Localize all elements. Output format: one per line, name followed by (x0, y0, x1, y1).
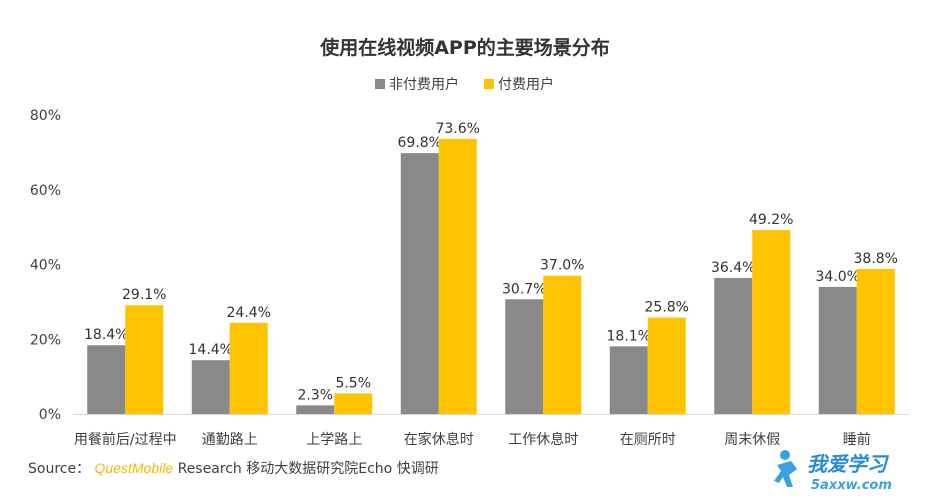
x-category-label: 在家休息时 (404, 431, 474, 448)
data-label: 18.1% (607, 328, 651, 344)
watermark-logo: 我爱学习 5axxw.com (774, 450, 892, 493)
data-label: 49.2% (749, 212, 793, 228)
data-label: 29.1% (122, 287, 166, 303)
data-label: 38.8% (854, 251, 898, 267)
data-label: 30.7% (502, 281, 546, 297)
y-tick-label: 60% (30, 183, 61, 199)
bar-nonpaying (400, 153, 439, 414)
y-tick-label: 0% (39, 407, 61, 423)
data-label: 34.0% (816, 269, 860, 285)
data-label: 18.4% (84, 327, 128, 343)
runner-icon (774, 450, 797, 487)
chart-title: 使用在线视频APP的主要场景分布 (319, 36, 610, 59)
bar-paying (856, 268, 895, 414)
watermark-domain: 5axxw.com (811, 478, 892, 493)
data-label: 25.8% (645, 300, 689, 316)
bar-nonpaying (609, 346, 648, 414)
bars: 18.4% 29.1% 14.4% 24.4% 2.3%5.5% 69.8%73.6% 30… (84, 121, 898, 415)
source-suffix: Research 移动大数据研究院Echo 快调研 (173, 461, 439, 477)
data-label: 14.4% (189, 342, 233, 358)
bar-nonpaying (818, 286, 857, 414)
bar-paying (334, 393, 373, 414)
x-category-label: 睡前 (843, 431, 871, 448)
y-tick-label: 40% (30, 258, 61, 274)
x-axis: 用餐前后/过程中 通勤路上 上学路上 在家休息时 工作休息时 在厕所时 周末休假 睡前 (73, 414, 909, 448)
source-brand: QuestMobile (94, 460, 174, 476)
data-label: 24.4% (227, 305, 271, 321)
bar-paying (752, 230, 791, 414)
legend-label-1: 非付费用户 (389, 76, 459, 93)
y-tick-label: 80% (30, 108, 61, 124)
x-category-label: 上学路上 (306, 432, 362, 448)
bar-nonpaying (505, 299, 544, 414)
data-label: 5.5% (335, 375, 371, 391)
x-category-label: 在厕所时 (620, 432, 676, 448)
y-axis: 0% 20% 40% 60% 80% (30, 108, 61, 423)
legend-swatch-1 (375, 79, 385, 89)
bar-paying (438, 138, 477, 415)
data-label: 2.3% (297, 387, 333, 403)
bar-nonpaying (191, 360, 230, 414)
bar-paying (543, 275, 582, 414)
bar-nonpaying (87, 345, 126, 414)
data-label: 73.6% (436, 121, 480, 137)
bar-paying (125, 305, 164, 414)
data-label: 36.4% (711, 260, 755, 276)
x-category-label: 通勤路上 (202, 432, 258, 448)
x-category-label: 工作休息时 (508, 431, 578, 448)
bar-paying (647, 317, 686, 414)
source-prefix: Source： (28, 461, 91, 477)
data-label: 37.0% (540, 258, 584, 274)
watermark-text: 我爱学习 (807, 452, 890, 476)
bar-nonpaying (296, 405, 335, 414)
legend: 非付费用户 付费用户 (375, 76, 554, 93)
bar-nonpaying (714, 277, 753, 414)
x-category-label: 用餐前后/过程中 (74, 431, 177, 448)
legend-swatch-2 (484, 79, 494, 89)
legend-label-2: 付费用户 (498, 76, 554, 93)
data-label: 69.8% (398, 135, 442, 151)
source-note: Source： QuestMobile Research 移动大数据研究院Ech… (28, 458, 439, 478)
y-tick-label: 20% (30, 332, 61, 348)
x-category-label: 周末休假 (724, 432, 780, 448)
bar-paying (229, 322, 268, 414)
